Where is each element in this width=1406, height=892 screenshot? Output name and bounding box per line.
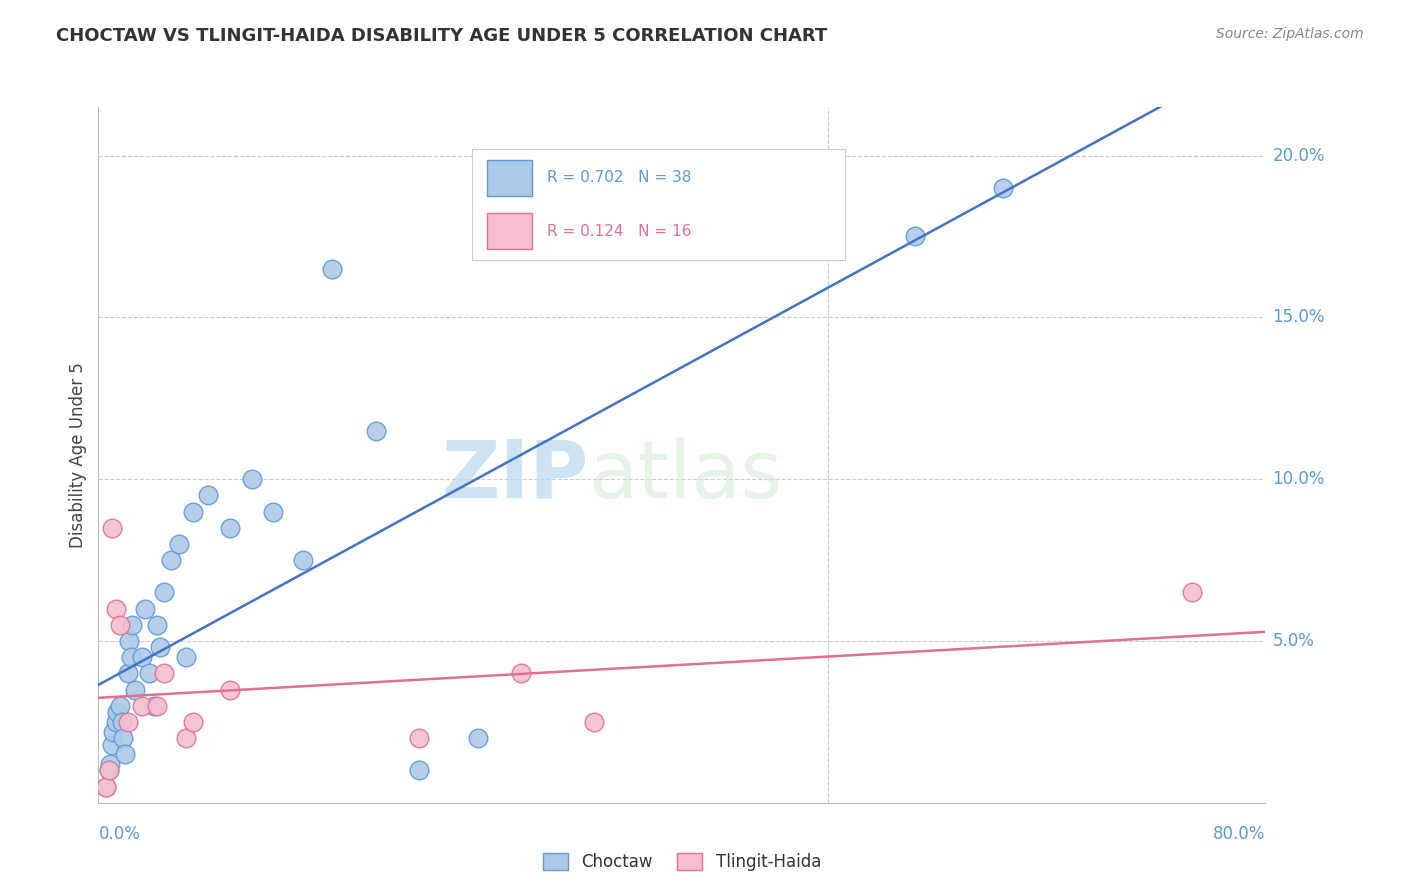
Text: R = 0.124   N = 16: R = 0.124 N = 16 [547, 224, 690, 239]
Point [105, 705, 128, 719]
Point [167, 537, 190, 551]
Point [114, 747, 136, 762]
Text: 80.0%: 80.0% [1213, 825, 1265, 843]
Point [104, 601, 127, 615]
Text: CHOCTAW VS TLINGIT-HAIDA DISABILITY AGE UNDER 5 CORRELATION CHART: CHOCTAW VS TLINGIT-HAIDA DISABILITY AGE … [56, 27, 828, 45]
Point [510, 666, 533, 681]
Point [197, 488, 219, 502]
Point [218, 521, 240, 535]
Point [118, 634, 141, 648]
Point [117, 666, 139, 681]
Point [146, 698, 169, 713]
Point [142, 698, 165, 713]
Point [117, 714, 139, 729]
Point [111, 714, 134, 729]
Point [100, 521, 122, 535]
Point [134, 601, 156, 615]
Point [153, 666, 176, 681]
Legend: Choctaw, Tlingit-Haida: Choctaw, Tlingit-Haida [536, 847, 828, 878]
Point [153, 585, 176, 599]
Text: R = 0.702   N = 38: R = 0.702 N = 38 [547, 170, 690, 186]
Point [94, 780, 117, 794]
Point [131, 698, 153, 713]
Point [110, 698, 132, 713]
Point [97, 764, 120, 778]
Point [160, 553, 183, 567]
Point [146, 617, 169, 632]
Point [97, 764, 120, 778]
Point [138, 666, 160, 681]
Text: 15.0%: 15.0% [1272, 309, 1324, 326]
Point [149, 640, 172, 655]
Point [291, 553, 314, 567]
Point [181, 714, 204, 729]
Point [583, 714, 606, 729]
Point [174, 650, 197, 665]
Point [408, 731, 430, 745]
Point [100, 738, 122, 752]
Point [98, 756, 121, 771]
Point [408, 764, 430, 778]
Point [364, 424, 387, 438]
Point [120, 650, 142, 665]
Point [104, 714, 127, 729]
Text: atlas: atlas [589, 437, 783, 515]
Text: 20.0%: 20.0% [1272, 146, 1324, 165]
Point [174, 731, 197, 745]
Point [181, 504, 204, 518]
Text: Source: ZipAtlas.com: Source: ZipAtlas.com [1216, 27, 1364, 41]
Bar [486, 160, 531, 195]
Point [240, 472, 263, 486]
Point [262, 504, 284, 518]
Point [131, 650, 153, 665]
Point [218, 682, 240, 697]
Point [121, 617, 143, 632]
Text: 10.0%: 10.0% [1272, 470, 1324, 488]
Point [101, 724, 124, 739]
Point [112, 731, 135, 745]
Point [94, 780, 117, 794]
Point [124, 682, 146, 697]
Point [991, 181, 1014, 195]
Text: 0.0%: 0.0% [98, 825, 141, 843]
Point [110, 617, 132, 632]
Point [467, 731, 489, 745]
Point [1181, 585, 1204, 599]
Text: ZIP: ZIP [441, 437, 589, 515]
Point [904, 229, 927, 244]
Y-axis label: Disability Age Under 5: Disability Age Under 5 [69, 362, 87, 548]
Text: 5.0%: 5.0% [1272, 632, 1315, 650]
Point [321, 261, 343, 276]
Bar [486, 213, 531, 249]
